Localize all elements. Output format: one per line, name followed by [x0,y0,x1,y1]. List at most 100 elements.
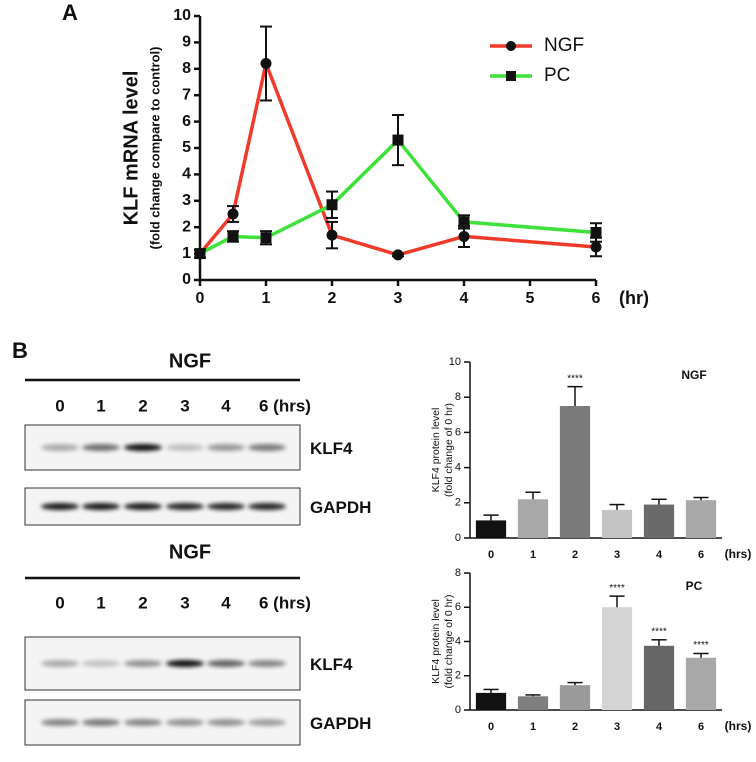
point [392,249,404,261]
bar [559,406,591,538]
blot-band [41,719,79,726]
y-axis-note: (fold change compare to control) [147,47,162,250]
y-tick-label: 5 [182,139,191,156]
y-tick-label: 2 [182,218,191,235]
y-axis-label: KLF4 protein level [430,599,442,684]
y-tick-label: 8 [182,60,191,77]
bar [475,692,507,710]
x-axis-label: (hr) [619,288,649,308]
x-tick-label: 2 [572,549,578,561]
blot-title: NGF [169,541,211,563]
point [590,226,602,238]
point [227,208,239,220]
y-axis-label: KLF4 protein level [430,408,442,493]
x-tick-label: 3 [614,549,620,561]
x-tick-label: 3 [614,721,620,733]
significance: **** [567,373,583,384]
blot-band [82,660,120,667]
y-tick-label: 6 [182,113,191,130]
x-tick-label: 4 [656,721,663,733]
point [392,134,404,146]
point [590,241,602,253]
lane-label: 1 [96,396,105,415]
y-tick-label: 0 [455,532,461,544]
x-tick-label: 1 [262,290,271,307]
blot-band [124,503,162,510]
x-tick-label: 0 [488,549,494,561]
point [260,232,272,244]
lane-label: 3 [180,593,189,612]
x-tick-label: 2 [572,721,578,733]
row-label: GAPDH [310,714,371,733]
point [326,199,338,211]
lane-label: 3 [180,396,189,415]
error-bar [483,514,499,521]
x-tick-label: 0 [488,721,494,733]
x-tick-label: 6 [698,549,704,561]
x-tick-label: 4 [460,290,469,307]
x-tick-label: 1 [530,721,536,733]
lane-label: 2 [138,396,147,415]
error-bar [651,498,667,505]
legend-marker [506,41,516,51]
x-tick-label: 6 [698,721,704,733]
y-tick-label: 6 [455,601,461,613]
x-tick-label: 1 [530,549,536,561]
significance: **** [693,640,709,651]
blot-band [207,719,245,726]
error-bar [483,688,499,693]
x-tick-label: 3 [394,290,403,307]
y-tick-label: 1 [182,245,191,262]
x-tick-label: 4 [656,549,663,561]
x-tick-label: 2 [328,290,337,307]
chart-title: PC [686,579,703,593]
point [458,230,470,242]
lane-label: 0 [55,593,64,612]
error-bar [693,652,709,658]
x-tick-label: 0 [196,290,205,307]
bar [517,499,549,538]
blot-band [166,444,204,451]
point [326,229,338,241]
point [458,216,470,228]
y-tick-label: 10 [173,7,191,24]
blot-band [166,503,204,510]
x-axis-label: (hrs) [725,547,752,561]
error-bar [651,639,667,646]
row-label: KLF4 [310,439,353,458]
y-tick-label: 2 [455,497,461,509]
blot-band [207,660,245,667]
y-axis-note: (fold change of 0 hr) [443,403,455,497]
y-tick-label: 7 [182,86,191,103]
blot-title: NGF [169,350,211,372]
bar [685,500,717,538]
bar [685,657,717,710]
bar [643,645,675,710]
y-tick-label: 9 [182,34,191,51]
bar [559,685,591,710]
blot-band [82,444,120,451]
bar [643,504,675,538]
error-bar [609,503,625,510]
y-tick-label: 6 [455,426,461,438]
blot-band [248,660,286,667]
y-tick-label: 4 [455,635,461,647]
y-tick-label: 4 [455,462,461,474]
x-tick-label: 5 [526,290,535,307]
error-bar [567,385,583,406]
y-tick-label: 8 [455,567,461,579]
lane-label: 4 [221,593,231,612]
lane-label: 1 [96,593,105,612]
point [194,248,206,260]
significance: **** [651,626,667,637]
lane-label: 6 (hrs) [259,396,311,415]
blot-band [124,660,162,667]
x-axis-label: (hrs) [725,719,752,733]
y-axis-note: (fold change of 0 hr) [443,595,455,689]
legend-marker [506,71,516,81]
blot-band [124,444,162,451]
blot-band [41,660,79,667]
lane-label: 6 (hrs) [259,593,311,612]
lane-label: 0 [55,396,64,415]
blot-band [82,719,120,726]
